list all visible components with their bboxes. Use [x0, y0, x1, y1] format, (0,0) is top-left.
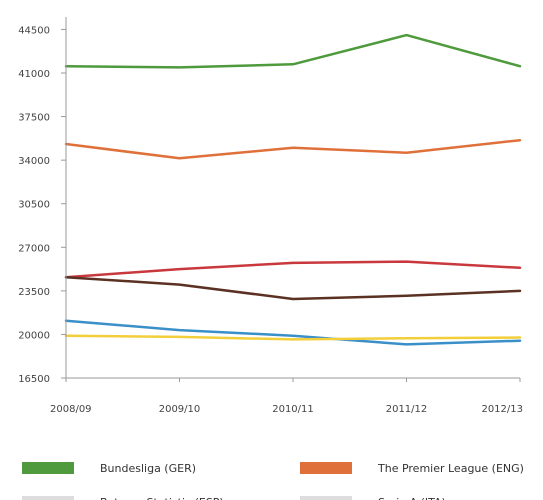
x-axis-ticks: 2008/09 2009/10 2010/11 2011/12 2012/13	[50, 378, 523, 415]
legend-swatch	[22, 462, 74, 474]
x-tick-label: 2012/13	[481, 404, 523, 415]
y-axis-ticks: 16500 20000 23500 27000 30500 34000 37500 41000…	[18, 25, 66, 385]
x-tick-label: 2009/10	[159, 404, 201, 415]
y-tick-label: 20000	[18, 330, 50, 341]
legend-swatch	[300, 496, 352, 500]
series-line-3	[64, 260, 522, 279]
y-tick-label: 27000	[18, 243, 50, 254]
series-line-2	[64, 138, 522, 160]
legend-swatch	[22, 496, 74, 500]
legend-label: Batman Statistic (ESP)	[100, 496, 224, 500]
y-tick-label: 23500	[18, 287, 50, 298]
x-tick-label: 2010/11	[272, 404, 314, 415]
series-line-6	[64, 334, 522, 341]
series-line-4	[64, 275, 522, 301]
axes	[65, 17, 520, 379]
series-line-5	[64, 319, 522, 346]
legend-label: Bundesliga (GER)	[100, 462, 196, 475]
legend: Bundesliga (GER) The Premier League (ENG)…	[22, 462, 524, 500]
x-tick-label: 2008/09	[50, 404, 92, 415]
legend-label: The Premier League (ENG)	[377, 462, 524, 475]
series-line-1	[64, 33, 522, 69]
y-tick-label: 44500	[18, 25, 50, 36]
y-tick-label: 34000	[18, 156, 50, 167]
legend-swatch	[300, 462, 352, 474]
x-tick-label: 2011/12	[386, 404, 428, 415]
y-tick-label: 41000	[18, 69, 50, 80]
y-tick-label: 37500	[18, 113, 50, 124]
series-lines	[64, 33, 522, 346]
y-tick-label: 16500	[18, 374, 50, 385]
y-tick-label: 30500	[18, 200, 50, 211]
legend-label: Serie A (ITA)	[378, 496, 446, 500]
